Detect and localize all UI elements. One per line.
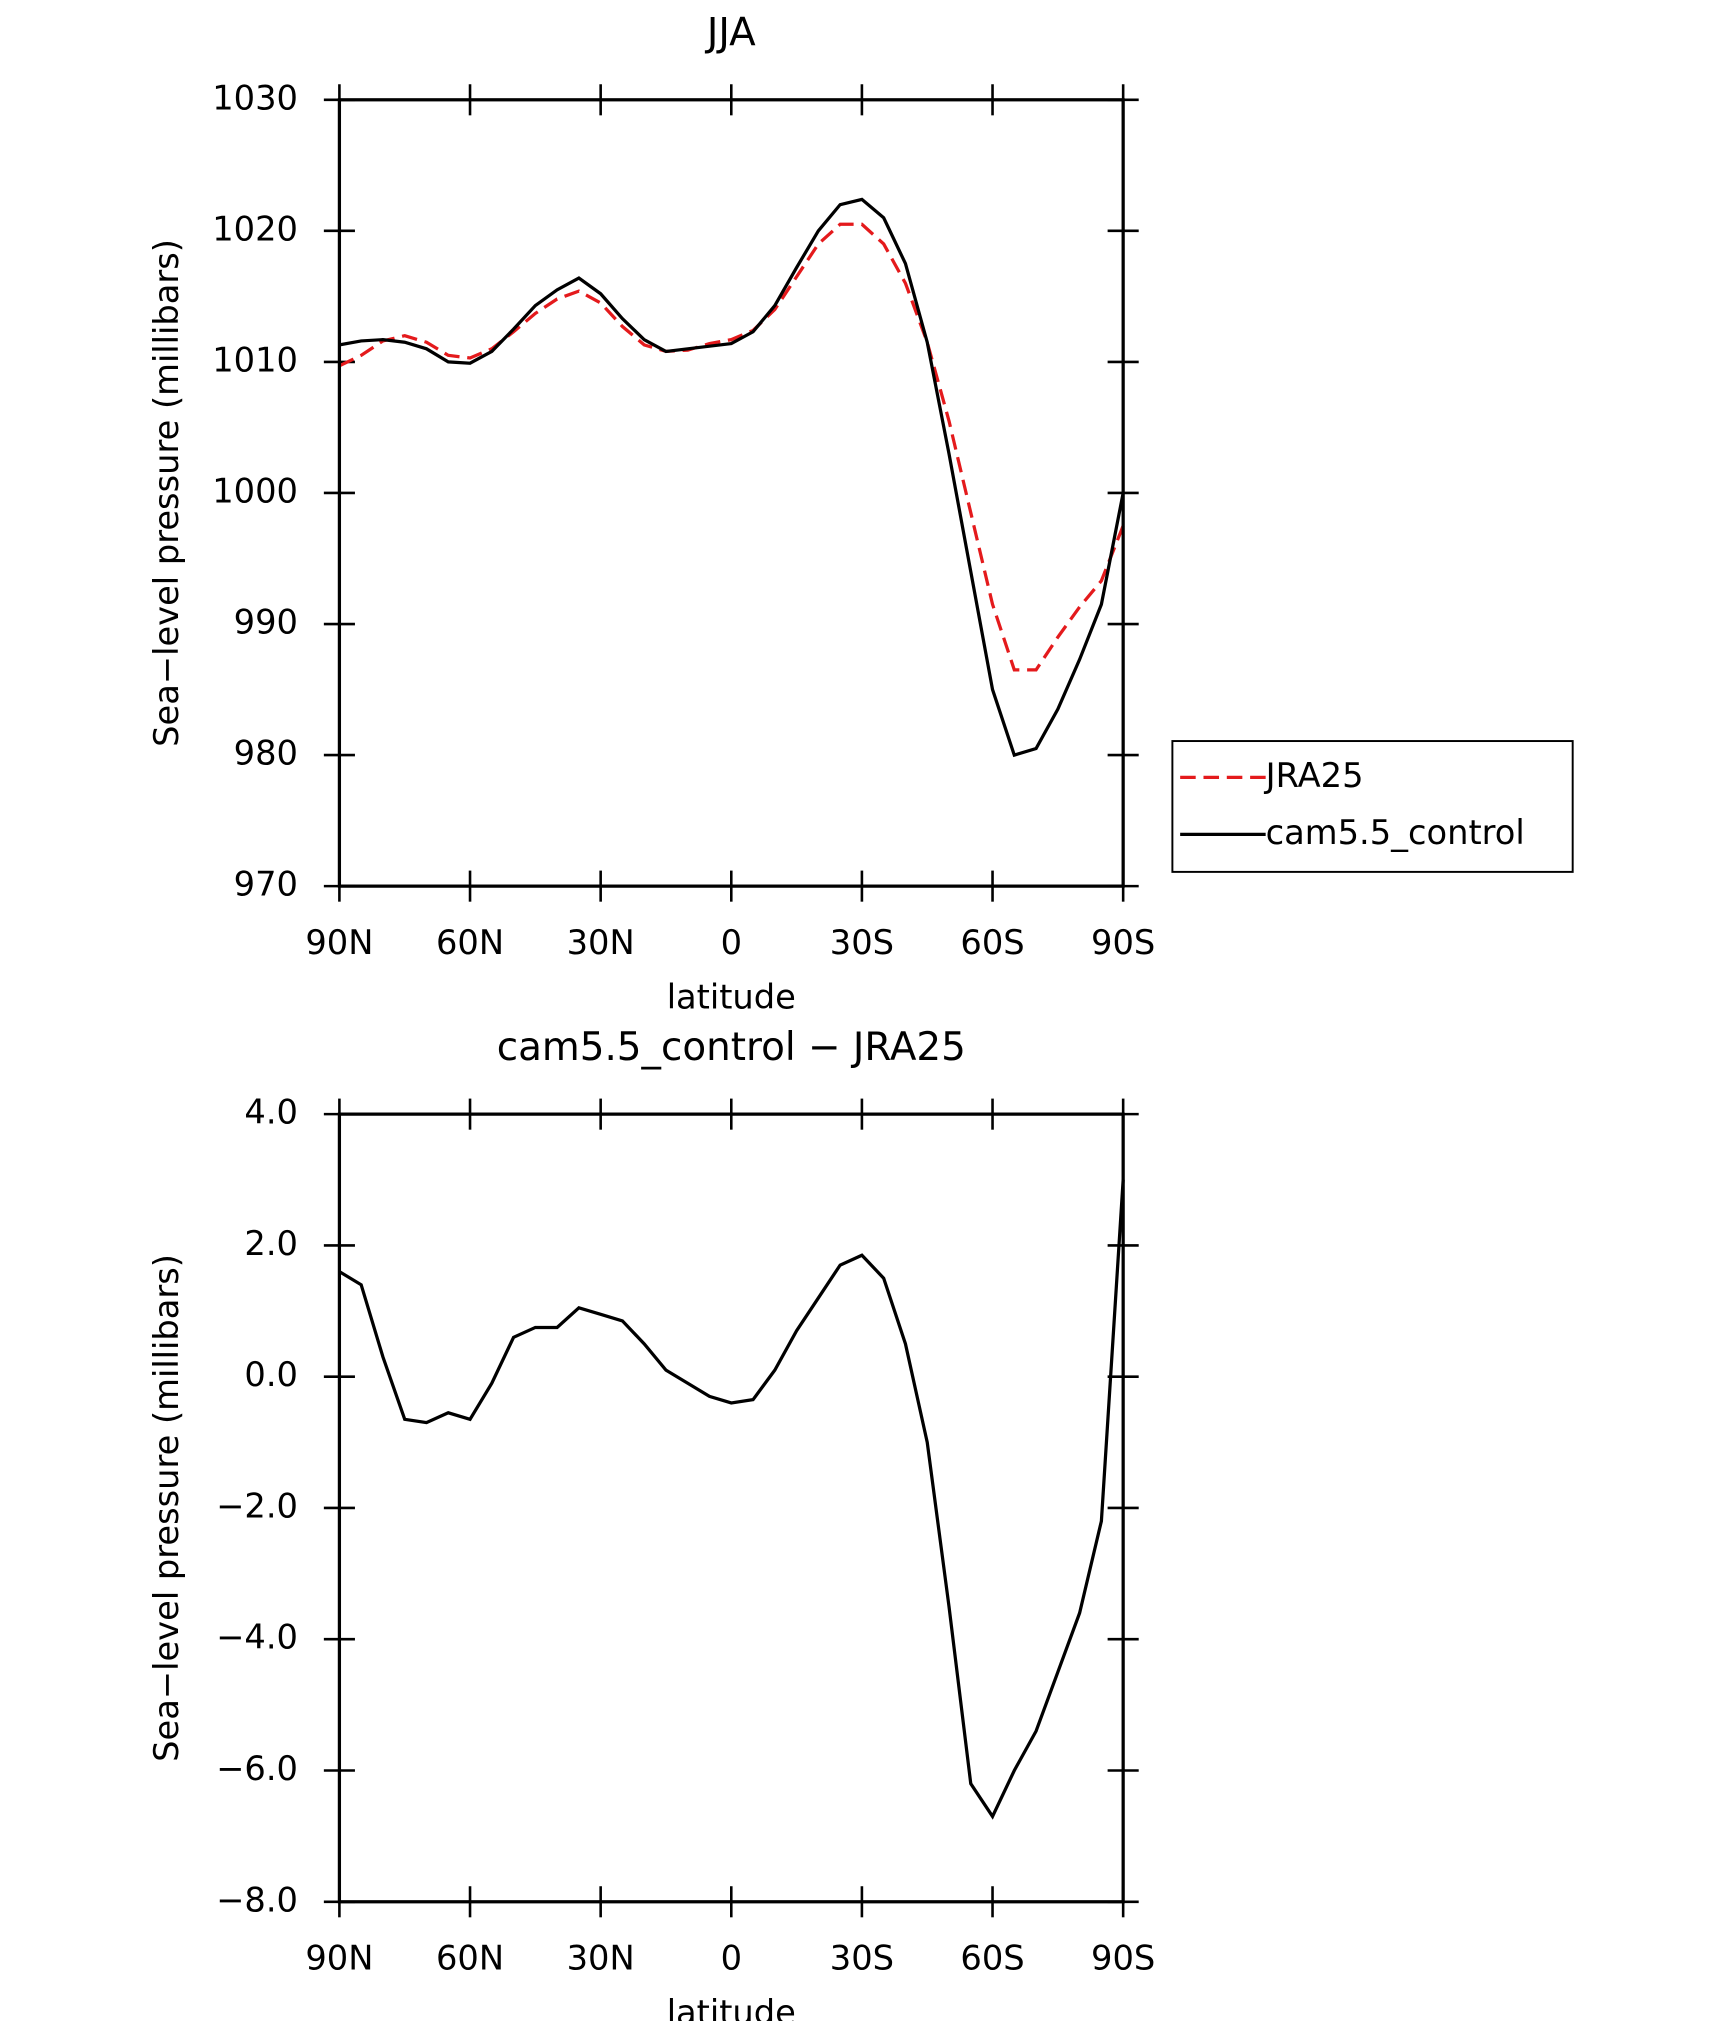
y-tick-label: 990 xyxy=(234,603,298,642)
plot-frame xyxy=(337,1112,1125,1904)
y-tick-label: 1010 xyxy=(212,340,298,379)
legend-label: cam5.5_control xyxy=(1266,813,1525,852)
chart-title: cam5.5_control − JRA25 xyxy=(497,1025,966,1070)
x-tick-label: 90S xyxy=(1091,1939,1155,1978)
y-tick-label: −6.0 xyxy=(216,1749,298,1788)
legend-label: JRA25 xyxy=(1264,756,1364,795)
x-tick-label: 0 xyxy=(721,923,742,962)
x-tick-label: 90N xyxy=(305,1939,373,1978)
x-tick-label: 0 xyxy=(721,1939,742,1978)
y-tick-label: −4.0 xyxy=(216,1618,298,1657)
x-tick-label: 60S xyxy=(960,923,1024,962)
x-tick-label: 30N xyxy=(567,923,635,962)
y-tick-label: 0.0 xyxy=(244,1355,298,1394)
y-axis-label: Sea−level pressure (millibars) xyxy=(147,1254,186,1762)
y-axis-label: Sea−level pressure (millibars) xyxy=(147,239,186,747)
x-tick-label: 30S xyxy=(830,1939,894,1978)
y-tick-label: −8.0 xyxy=(216,1880,298,1919)
y-tick-label: 2.0 xyxy=(244,1224,298,1263)
y-tick-label: 1000 xyxy=(212,471,298,510)
series-line xyxy=(339,197,1125,758)
chart-title: JJA xyxy=(704,11,756,56)
y-tick-label: 4.0 xyxy=(244,1093,298,1132)
x-tick-label: 30N xyxy=(567,1939,635,1978)
x-axis-label: latitude xyxy=(667,1993,796,2021)
series-line xyxy=(338,222,1125,672)
x-axis-label: latitude xyxy=(667,977,796,1016)
x-tick-label: 60S xyxy=(960,1939,1024,1978)
x-tick-label: 90N xyxy=(305,923,373,962)
y-tick-label: 970 xyxy=(234,865,298,904)
y-tick-label: −2.0 xyxy=(216,1486,298,1525)
series-line xyxy=(338,1179,1125,1820)
legend-box xyxy=(1171,740,1574,873)
x-tick-label: 60N xyxy=(436,923,504,962)
x-tick-label: 30S xyxy=(830,923,894,962)
x-tick-label: 90S xyxy=(1091,923,1155,962)
plot-frame xyxy=(337,98,1125,888)
y-tick-label: 1020 xyxy=(212,209,298,248)
x-tick-label: 60N xyxy=(436,1939,504,1978)
y-tick-label: 980 xyxy=(234,734,298,773)
y-tick-label: 1030 xyxy=(212,78,298,117)
